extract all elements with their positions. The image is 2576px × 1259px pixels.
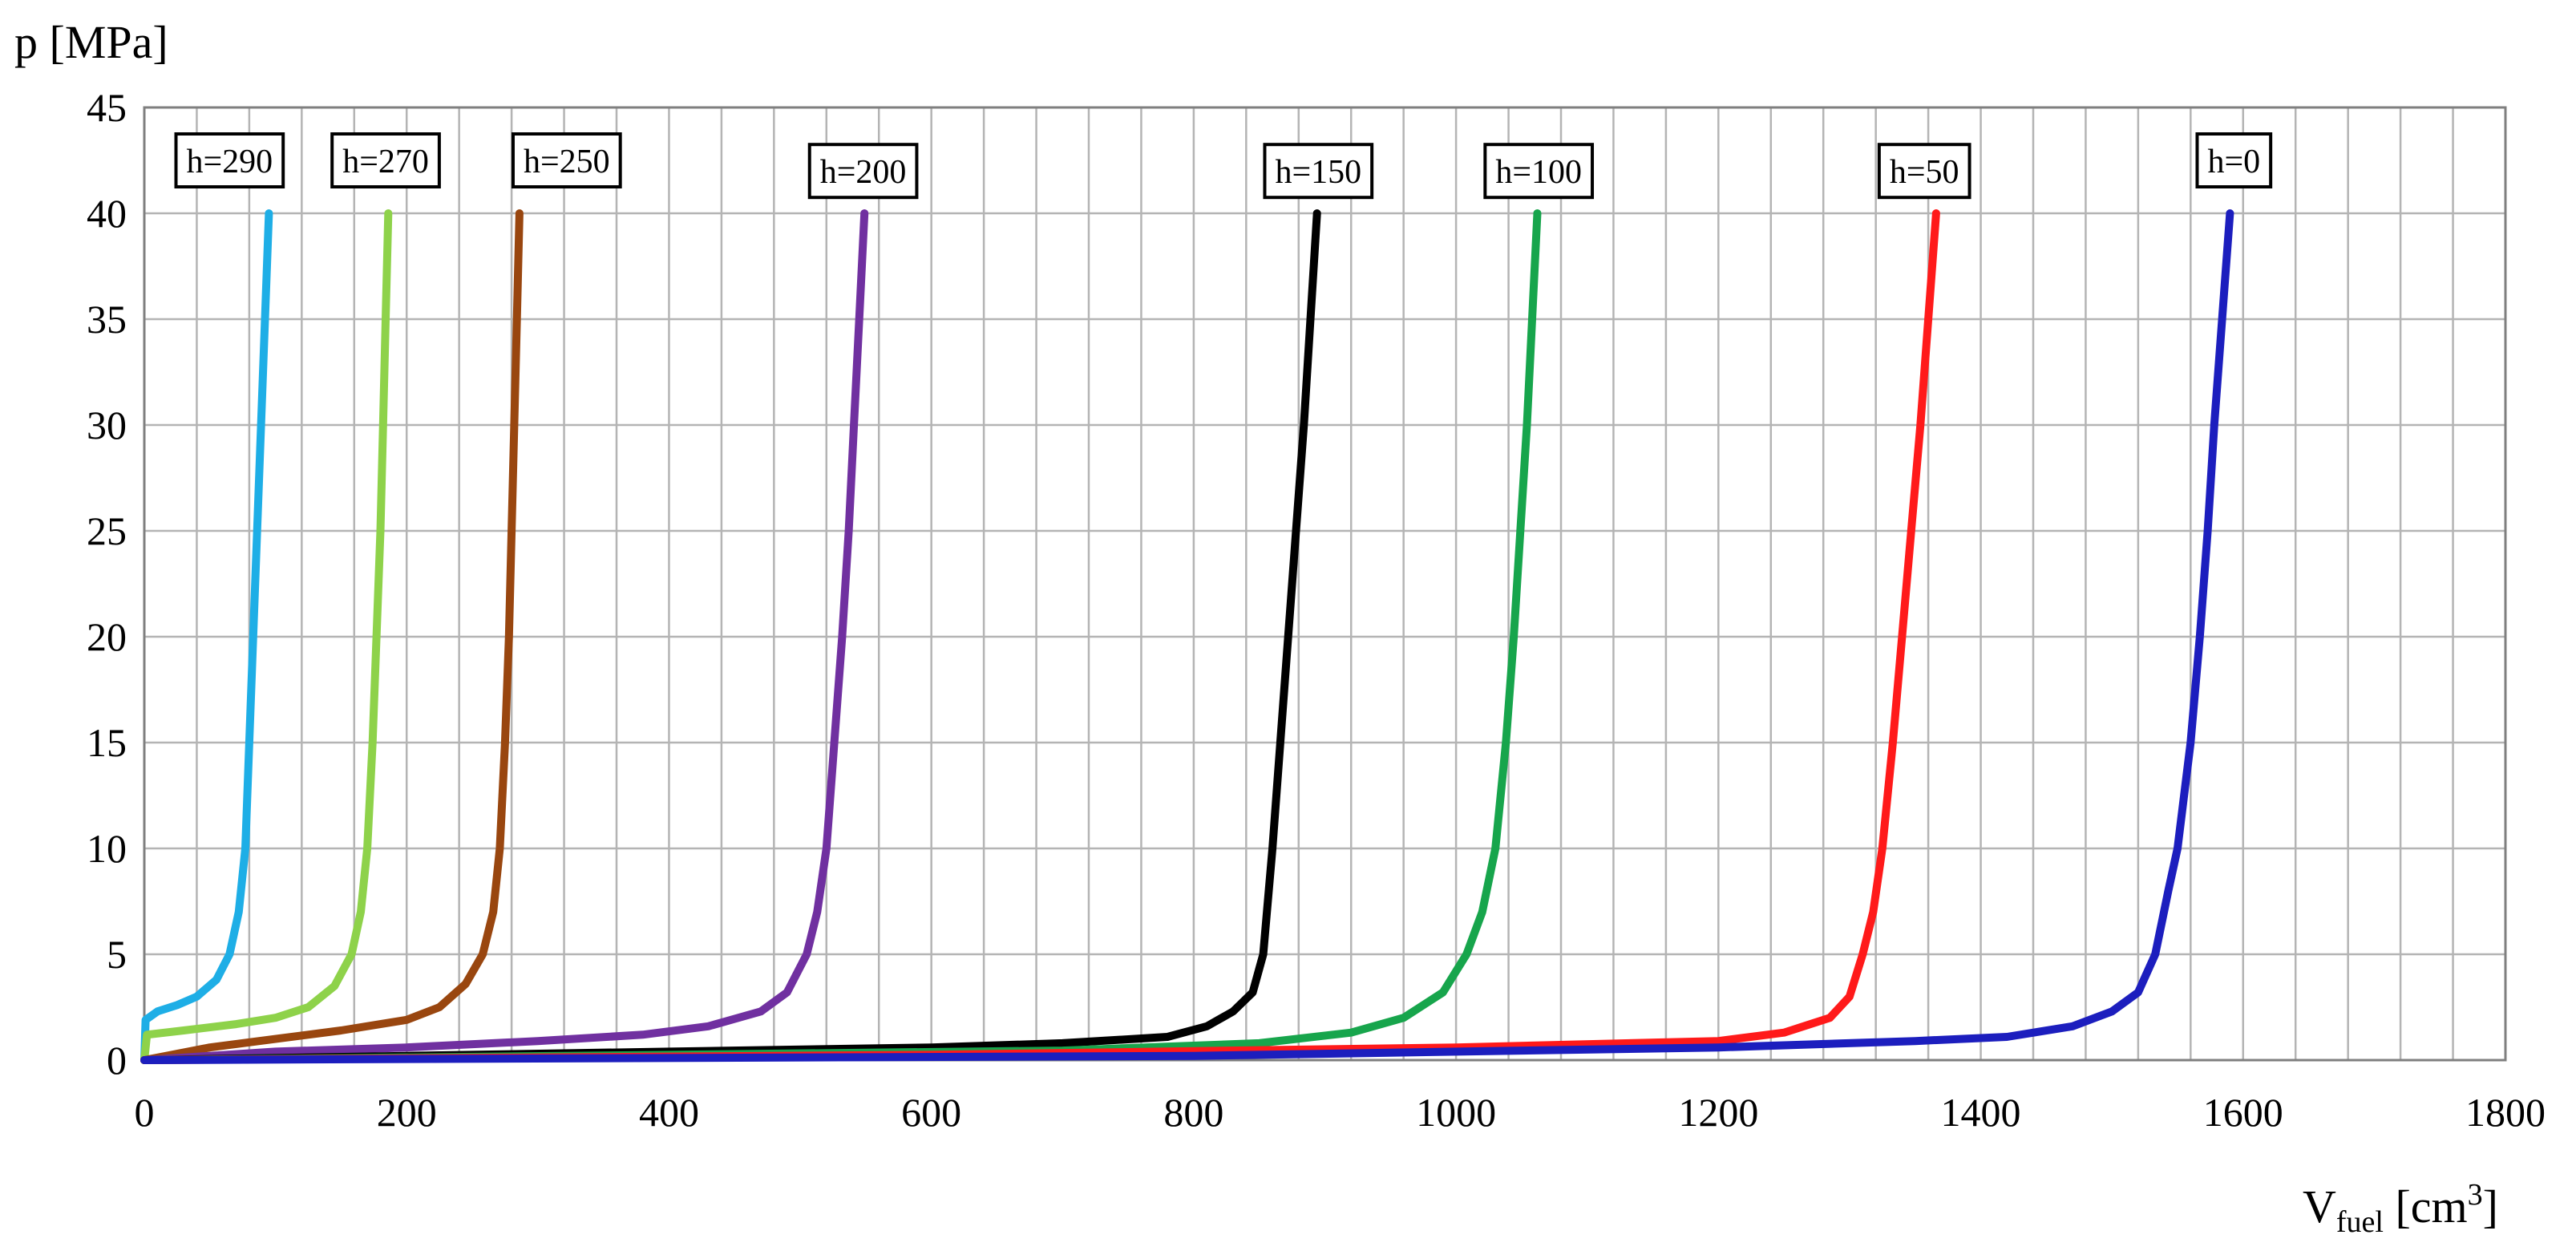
x-axis-title: Vfuel [cm3] <box>2303 1178 2498 1239</box>
series-line-h=290 <box>140 209 273 1064</box>
series-label-text: h=250 <box>524 144 610 180</box>
y-axis-title: p [MPa] <box>14 16 168 68</box>
y-tick-label: 10 <box>87 826 127 871</box>
series-line-h=150 <box>140 209 1321 1064</box>
x-axis-title-main: V <box>2303 1180 2336 1233</box>
x-tick-label: 600 <box>901 1090 961 1135</box>
y-tick-label: 0 <box>107 1038 127 1083</box>
series-line-h=0 <box>140 209 2234 1064</box>
series-label-box: h=50 <box>1877 143 1971 200</box>
series-line-h=50 <box>140 209 1940 1064</box>
x-tick-label: 200 <box>377 1090 437 1135</box>
series-label-frame <box>2195 132 2273 188</box>
y-tick-label: 5 <box>107 932 127 977</box>
y-tick-label: 45 <box>87 85 127 130</box>
y-tick-label: 25 <box>87 508 127 553</box>
series-label-box: h=290 <box>174 132 285 188</box>
x-tick-label: 1000 <box>1416 1090 1496 1135</box>
x-axis-title-unit-close: ] <box>2483 1180 2498 1233</box>
series-label-text: h=290 <box>187 144 273 180</box>
series-label-frame <box>174 132 285 188</box>
series-label-box: h=200 <box>807 143 919 200</box>
x-tick-label: 400 <box>639 1090 699 1135</box>
series-label-text: h=200 <box>820 154 907 191</box>
series-lines <box>140 209 2234 1064</box>
x-tick-label: 0 <box>135 1090 155 1135</box>
x-tick-label: 1200 <box>1678 1090 1758 1135</box>
series-line-h=250 <box>140 209 524 1064</box>
y-tick-label: 20 <box>87 614 127 659</box>
x-tick-label: 800 <box>1163 1090 1223 1135</box>
series-label-box: h=250 <box>511 132 622 188</box>
series-label-text: h=150 <box>1275 154 1361 191</box>
series-label-text: h=100 <box>1495 154 1582 191</box>
series-label-text: h=50 <box>1890 154 1959 191</box>
x-axis-title-unit-open: [cm <box>2384 1180 2468 1233</box>
y-tick-label: 30 <box>87 403 127 447</box>
x-tick-label: 1400 <box>1941 1090 2021 1135</box>
y-tick-label: 15 <box>87 720 127 765</box>
series-label-box: h=150 <box>1263 143 1374 200</box>
series-line-h=270 <box>140 209 393 1064</box>
series-label-box: h=270 <box>330 132 441 188</box>
series-label-frame <box>330 132 441 188</box>
series-label-frame <box>1483 143 1595 200</box>
y-tick-label: 35 <box>87 297 127 342</box>
series-label-text: h=0 <box>2207 144 2260 180</box>
series-line-h=100 <box>140 209 1542 1064</box>
x-axis-title-subscript: fuel <box>2336 1205 2384 1239</box>
series-label-text: h=270 <box>342 144 429 180</box>
series-labels: h=290 h=270 h=250 h=200 h=150 h=100 h=50 h=0 <box>174 132 2273 200</box>
series-label-frame <box>807 143 919 200</box>
series-label-frame <box>1877 143 1971 200</box>
plot-frame <box>143 106 2507 1062</box>
series-label-frame <box>1263 143 1374 200</box>
x-axis-title-superscript: 3 <box>2468 1178 2483 1212</box>
series-line-h=200 <box>140 209 869 1064</box>
y-tick-label: 40 <box>87 191 127 236</box>
x-tick-label: 1600 <box>2203 1090 2283 1135</box>
x-tick-label: 1800 <box>2465 1090 2546 1135</box>
series-label-frame <box>511 132 622 188</box>
series-label-box: h=0 <box>2195 132 2273 188</box>
grid-lines <box>144 107 2505 1060</box>
series-label-box: h=100 <box>1483 143 1595 200</box>
y-tick-labels: 0 5 10 15 20 25 30 35 40 45 <box>87 85 127 1083</box>
x-tick-labels: 0 200 400 600 800 1000 1200 1400 1600 1800 <box>135 1090 2546 1135</box>
